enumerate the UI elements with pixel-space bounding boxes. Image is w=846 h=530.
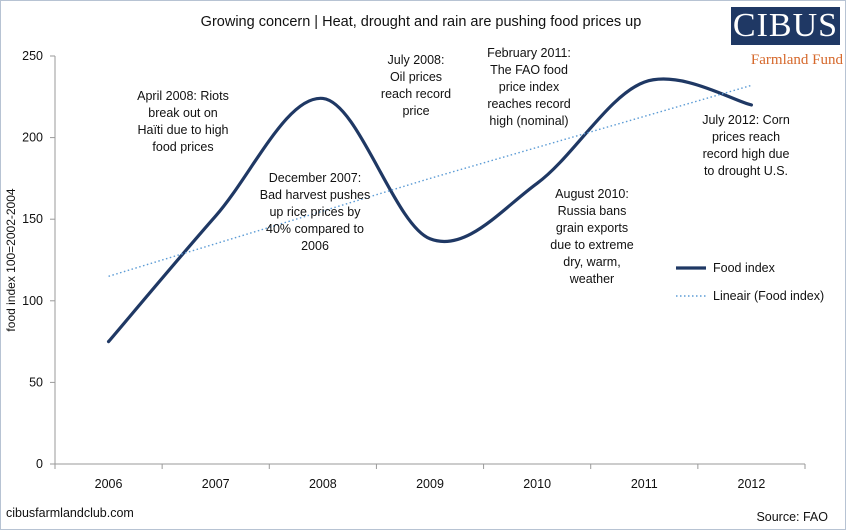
axes: 0 50 100 150 200 250 2006 2007 2008 2009 2010 2011 2… [22,49,806,491]
legend: Food index Lineair (Food index) [676,261,824,303]
x-tick-label: 2011 [631,477,658,491]
y-tick-label: 100 [22,294,43,308]
legend-label: Lineair (Food index) [713,289,824,303]
x-tick-label: 2012 [738,477,766,491]
brand-tagline: Farmland Fund [750,52,843,68]
annotation-july-2012: July 2012: Corn prices reach record high… [702,113,790,178]
legend-label: Food index [713,261,776,275]
y-tick-label: 50 [29,375,43,389]
source-note: Source: FAO [756,510,828,524]
series-group [106,77,754,344]
x-tick-label: 2007 [202,477,230,491]
x-tick-label: 2008 [309,477,337,491]
food-index-line [106,77,754,344]
annotation-february-2011: February 2011: The FAO food price index … [487,46,571,128]
y-tick-label: 150 [22,212,43,226]
y-tick-label: 200 [22,131,43,145]
x-tick-label: 2009 [416,477,444,491]
y-axis-label: food index 100=2002-2004 [4,188,18,331]
website-link[interactable]: cibusfarmlandclub.com [6,506,134,520]
brand-logo: CIBUS [731,7,840,45]
y-tick-label: 0 [36,457,43,471]
y-tick-label: 250 [22,49,43,63]
annotation-december-2007: December 2007: Bad harvest pushes up ric… [259,171,371,253]
x-tick-label: 2006 [95,477,123,491]
annotation-april-2008: April 2008: Riots break out on Haïti due… [137,89,229,154]
annotation-august-2010: August 2010: Russia bans grain exports d… [550,187,634,286]
x-tick-label: 2010 [523,477,551,491]
annotation-july-2008: July 2008: Oil prices reach record price [380,53,452,118]
trend-line [108,84,752,277]
chart-title: Growing concern | Heat, drought and rain… [201,14,642,30]
